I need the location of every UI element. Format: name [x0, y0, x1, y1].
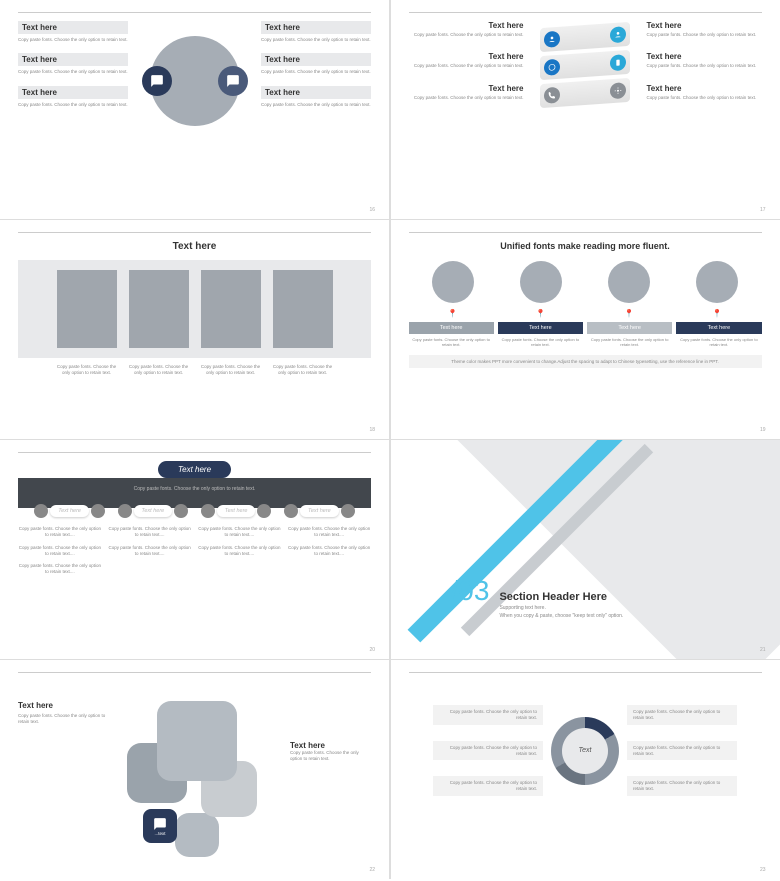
text-block: Text hereCopy paste fonts. Choose the on…	[18, 53, 128, 75]
text-block: Copy paste fonts. Choose the only option…	[433, 776, 543, 796]
globe-icon	[544, 59, 560, 76]
text-block: Copy paste fonts. Choose the only option…	[627, 741, 737, 761]
text-block: Text hereCopy paste fonts. Choose the on…	[647, 52, 762, 69]
center-graphic	[140, 21, 250, 141]
page-number: 16	[369, 207, 375, 213]
chat-icon	[142, 66, 172, 96]
text-block: Text hereCopy paste fonts. Choose the on…	[261, 86, 371, 108]
card: Text here	[300, 505, 339, 517]
text-block: Copy paste fonts. Choose the only option…	[433, 741, 543, 761]
text-block: Text hereCopy paste fonts. Choose the on…	[18, 21, 128, 43]
people-icon	[544, 31, 560, 48]
user-icon	[610, 26, 626, 43]
text-block: Text hereCopy paste fonts. Choose the on…	[261, 53, 371, 75]
image-placeholder	[273, 270, 333, 348]
slide-21: /03 Section Header Here Supporting text …	[391, 440, 780, 659]
page-number: 21	[760, 647, 766, 653]
slide-19: Unified fonts make reading more fluent. …	[391, 220, 780, 439]
slide-17: Text hereCopy paste fonts. Choose the on…	[391, 0, 780, 219]
slide-title: Unified fonts make reading more fluent.	[409, 241, 762, 251]
page-number: 20	[369, 647, 375, 653]
card: Text here	[134, 505, 173, 517]
call-icon	[544, 87, 560, 104]
note-text: When you copy & paste, choose "keep text…	[499, 613, 623, 619]
donut-chart: Text	[551, 717, 619, 785]
header-pill: Text here	[158, 461, 231, 478]
page-number: 23	[760, 867, 766, 873]
dark-band: Copy paste fonts. Choose the only option…	[18, 478, 371, 508]
image-strip	[18, 260, 371, 358]
text-block: Copy paste fonts. Choose the only option…	[433, 705, 543, 725]
image-placeholder	[201, 270, 261, 348]
text-block: Text hereCopy paste fonts. Choose the on…	[647, 21, 762, 38]
rounded-square	[175, 813, 219, 857]
caption: Copy paste fonts. Choose the only option…	[129, 364, 189, 376]
square-graphic: ...text	[127, 701, 280, 861]
page-number: 17	[760, 207, 766, 213]
chat-icon	[218, 66, 248, 96]
text-block: Text hereCopy paste fonts. Choose the on…	[409, 52, 524, 69]
chat-icon: ...text	[143, 809, 177, 843]
label-column: Text hereCopy paste fonts. Choose the on…	[409, 322, 494, 347]
phone-icon	[610, 54, 626, 71]
text-block: Text hereCopy paste fonts. Choose the on…	[409, 84, 524, 101]
section-number: /03	[451, 575, 490, 607]
rounded-square	[157, 701, 237, 781]
section-header: Section Header Here	[499, 591, 623, 603]
text-block: Text hereCopy paste fonts. Choose the on…	[18, 86, 128, 108]
slide-title: Text here	[18, 241, 371, 252]
card: Text here	[217, 505, 256, 517]
caption: Copy paste fonts. Choose the only option…	[273, 364, 333, 376]
text-block: Text hereCopy paste fonts. Choose the on…	[647, 84, 762, 101]
page-number: 19	[760, 427, 766, 433]
slide-20: Text here Copy paste fonts. Choose the o…	[0, 440, 389, 659]
caption: Copy paste fonts. Choose the only option…	[201, 364, 261, 376]
text-block: Copy paste fonts. Choose the only option…	[627, 705, 737, 725]
page-number: 18	[369, 427, 375, 433]
slide-grid: Text hereCopy paste fonts. Choose the on…	[0, 0, 780, 879]
text-block: Text hereCopy paste fonts. Choose the on…	[261, 21, 371, 43]
card: Text here	[50, 505, 89, 517]
gear-icon	[610, 82, 626, 99]
label-column: Text hereCopy paste fonts. Choose the on…	[676, 322, 761, 347]
text-block: Text here Copy paste fonts. Choose the o…	[18, 701, 117, 726]
image-placeholder	[129, 270, 189, 348]
label-column: Text hereCopy paste fonts. Choose the on…	[498, 322, 583, 347]
slide-16: Text hereCopy paste fonts. Choose the on…	[0, 0, 389, 219]
footnote: Theme color makes PPT more convenient to…	[409, 355, 762, 368]
slide-22: Text here Copy paste fonts. Choose the o…	[0, 660, 389, 879]
text-block: Text here Copy paste fonts. Choose the o…	[290, 701, 371, 763]
layer-graphic	[535, 21, 635, 109]
image-placeholder	[57, 270, 117, 348]
supporting-text: Supporting text here.	[499, 605, 623, 611]
caption: Copy paste fonts. Choose the only option…	[57, 364, 117, 376]
slide-23: Copy paste fonts. Choose the only option…	[391, 660, 780, 879]
text-block: Copy paste fonts. Choose the only option…	[627, 776, 737, 796]
label-column: Text hereCopy paste fonts. Choose the on…	[587, 322, 672, 347]
text-block: Text hereCopy paste fonts. Choose the on…	[409, 21, 524, 38]
page-number: 22	[369, 867, 375, 873]
slide-18: Text here Copy paste fonts. Choose the o…	[0, 220, 389, 439]
